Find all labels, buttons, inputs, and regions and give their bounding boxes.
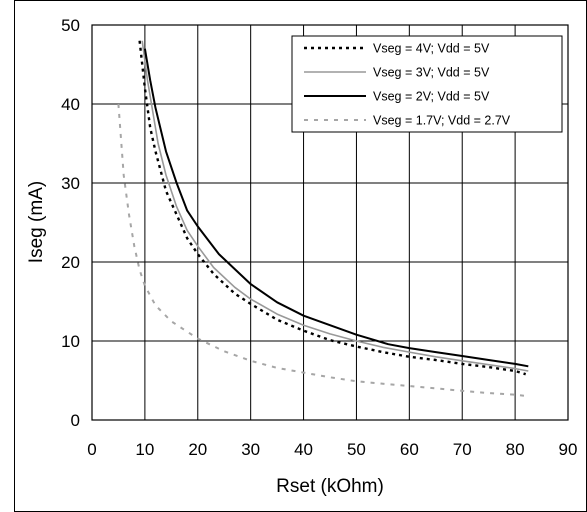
legend-label-2: Vseg = 3V; Vdd = 5V (373, 66, 490, 80)
x-tick-label: 0 (87, 440, 96, 459)
x-tick-label: 20 (188, 440, 207, 459)
legend-box (291, 35, 563, 133)
x-tick-label: 90 (559, 440, 578, 459)
x-tick-label: 50 (347, 440, 366, 459)
y-tick-label: 0 (71, 411, 80, 430)
plot-area-border (91, 24, 569, 421)
x-tick-label: 30 (241, 440, 260, 459)
series-line-2 (141, 40, 529, 372)
y-tick-label: 40 (61, 95, 80, 114)
y-tick-label: 50 (61, 16, 80, 35)
legend-label-4: Vseg = 1.7V; Vdd = 2.7V (373, 114, 511, 128)
x-tick-label: 80 (506, 440, 525, 459)
x-tick-label: 70 (453, 440, 472, 459)
x-tick-label: 10 (135, 440, 154, 459)
y-tick-label: 30 (61, 174, 80, 193)
y-tick-label: 10 (61, 332, 80, 351)
legend: Vseg = 4V; Vdd = 5V Vseg = 3V; Vdd = 5V Vs… (291, 35, 563, 133)
series-line-1 (138, 40, 527, 376)
tick-labels: 0 10 20 30 40 50 60 70 80 90 0 10 20 30 40 50 (61, 16, 577, 459)
series-line-4 (117, 103, 529, 398)
series-lines (117, 40, 529, 398)
x-axis-label: Rset (kOhm) (276, 476, 384, 497)
legend-label-3: Vseg = 2V; Vdd = 5V (373, 90, 490, 104)
x-tick-label: 40 (294, 440, 313, 459)
series-line-3 (143, 48, 529, 368)
y-axis-label: Iseg (mA) (26, 181, 47, 263)
legend-label-1: Vseg = 4V; Vdd = 5V (373, 42, 490, 56)
y-tick-label: 20 (61, 253, 80, 272)
x-tick-label: 60 (400, 440, 419, 459)
